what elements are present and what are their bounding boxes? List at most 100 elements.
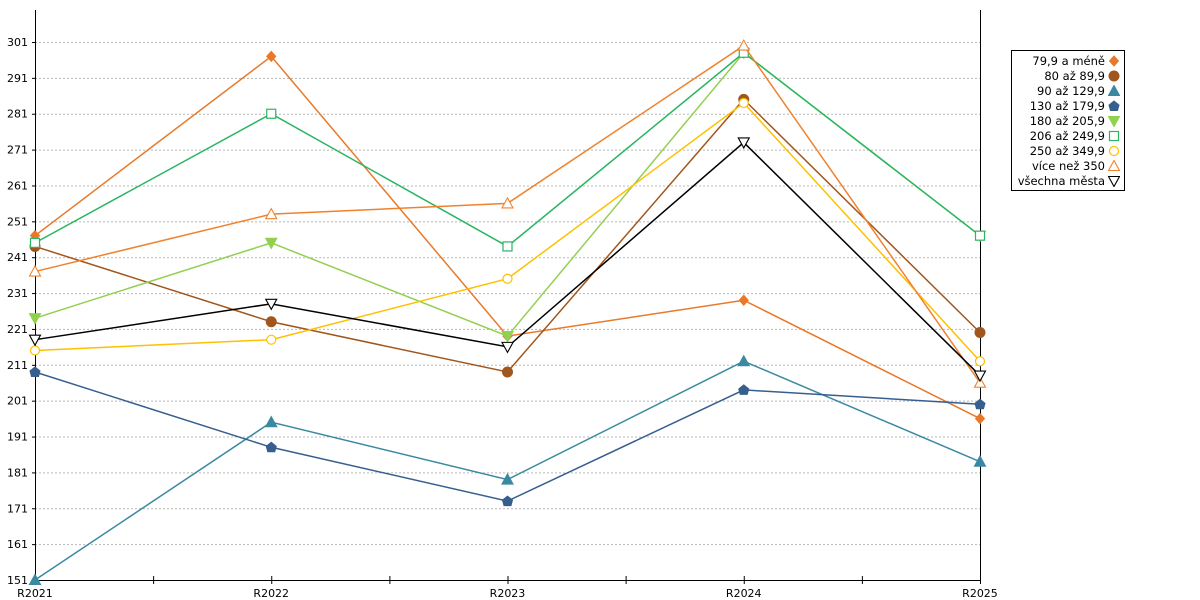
- legend-marker: [1108, 130, 1120, 141]
- y-tick-label: 161: [7, 538, 28, 551]
- series-group: [28, 38, 987, 586]
- data-point: [973, 376, 987, 388]
- data-point: [265, 441, 277, 453]
- legend-label: 79,9 a méně: [1032, 53, 1105, 68]
- legend-label: 180 až 205,9: [1029, 113, 1105, 128]
- data-point: [501, 331, 514, 343]
- data-point: [264, 298, 278, 311]
- series-2: [28, 354, 987, 586]
- data-point: [502, 366, 513, 378]
- y-tick-label: 301: [7, 36, 28, 49]
- legend-label: všechna města: [1017, 173, 1105, 188]
- data-point: [738, 97, 749, 109]
- data-point: [974, 356, 986, 367]
- legend-label: více než 350: [1031, 158, 1105, 173]
- series-line: [34, 360, 981, 581]
- series-5: [29, 47, 986, 252]
- legend-marker-icon: [1108, 54, 1120, 67]
- data-point: [265, 316, 277, 328]
- y-tick-label: 191: [7, 431, 28, 444]
- legend-marker: [1108, 99, 1120, 111]
- y-tick-label: 281: [7, 108, 28, 121]
- legend-item: 90 až 129,9: [1012, 83, 1124, 98]
- y-tick-label: 251: [7, 215, 28, 228]
- data-point: [974, 327, 986, 339]
- y-tick-label: 291: [7, 72, 28, 85]
- series-8: [28, 137, 987, 383]
- data-point: [266, 108, 277, 119]
- data-point: [974, 398, 986, 410]
- legend-marker: [1108, 115, 1120, 127]
- y-tick-label: 211: [7, 359, 28, 372]
- legend-item: 130 až 179,9: [1012, 98, 1124, 113]
- data-point: [501, 341, 514, 354]
- series-6: [29, 97, 986, 367]
- data-point: [502, 241, 513, 252]
- legend-item: 80 až 89,9: [1012, 68, 1124, 83]
- legend-label: 80 až 89,9: [1044, 68, 1105, 83]
- legend-item: všechna města: [1012, 173, 1124, 188]
- y-tick-label: 201: [7, 395, 28, 408]
- data-point: [974, 230, 986, 241]
- x-tick-label: R2022: [253, 587, 289, 600]
- legend-item: 79,9 a méně: [1012, 53, 1124, 68]
- legend-marker-icon: [1108, 70, 1120, 81]
- series-7: [28, 38, 987, 388]
- legend-item: 206 až 249,9: [1012, 128, 1124, 143]
- y-tick-label: 231: [7, 287, 28, 300]
- legend-marker: [1108, 159, 1120, 171]
- data-point: [28, 313, 42, 325]
- y-tick-label: 241: [7, 251, 28, 264]
- legend-marker-icon: [1108, 84, 1120, 96]
- legend-marker-icon: [1108, 115, 1120, 127]
- data-point: [264, 237, 278, 250]
- legend-item: 180 až 205,9: [1012, 113, 1124, 128]
- legend-label: 250 až 349,9: [1029, 143, 1105, 158]
- legend-marker-icon: [1108, 130, 1120, 141]
- y-tick-label: 181: [7, 466, 28, 479]
- data-point: [29, 345, 41, 356]
- x-tick-label: R2025: [962, 587, 998, 600]
- data-point: [264, 415, 278, 428]
- legend-marker-icon: [1108, 99, 1120, 111]
- x-tick-label: R2021: [17, 587, 53, 600]
- legend-marker: [1108, 70, 1120, 81]
- data-point: [973, 454, 987, 467]
- y-tick-label: 171: [7, 502, 28, 515]
- legend-item: 250 až 349,9: [1012, 143, 1124, 158]
- legend-label: 90 až 129,9: [1037, 83, 1105, 98]
- data-point: [266, 50, 277, 63]
- x-tick-label: R2023: [490, 587, 526, 600]
- legend-label: 130 až 179,9: [1029, 98, 1105, 113]
- series-line: [34, 101, 981, 362]
- legend-marker: [1108, 84, 1120, 96]
- grid-lines: [35, 42, 980, 546]
- data-point: [738, 294, 749, 306]
- data-point: [28, 573, 42, 586]
- data-point: [737, 137, 751, 150]
- data-point: [266, 334, 277, 345]
- y-tick-label: 221: [7, 323, 28, 336]
- legend-marker-icon: [1108, 145, 1120, 156]
- data-point: [501, 495, 514, 507]
- legend-marker: [1108, 54, 1120, 67]
- data-point: [974, 412, 986, 425]
- legend-marker-icon: [1108, 175, 1120, 187]
- data-point: [737, 354, 751, 367]
- data-point: [29, 237, 41, 248]
- legend-marker-icon: [1108, 159, 1120, 171]
- legend-marker: [1108, 145, 1120, 156]
- legend-label: 206 až 249,9: [1029, 128, 1105, 143]
- series-3: [29, 366, 986, 507]
- legend-marker: [1108, 175, 1120, 187]
- y-tick-label: 271: [7, 144, 28, 157]
- x-tick-label: R2024: [726, 587, 762, 600]
- data-point: [501, 472, 514, 485]
- series-4: [28, 47, 987, 343]
- legend-item: více než 350: [1012, 158, 1124, 173]
- y-tick-label: 151: [7, 574, 28, 587]
- data-point: [738, 384, 750, 395]
- data-point: [501, 196, 514, 209]
- data-point: [28, 264, 42, 277]
